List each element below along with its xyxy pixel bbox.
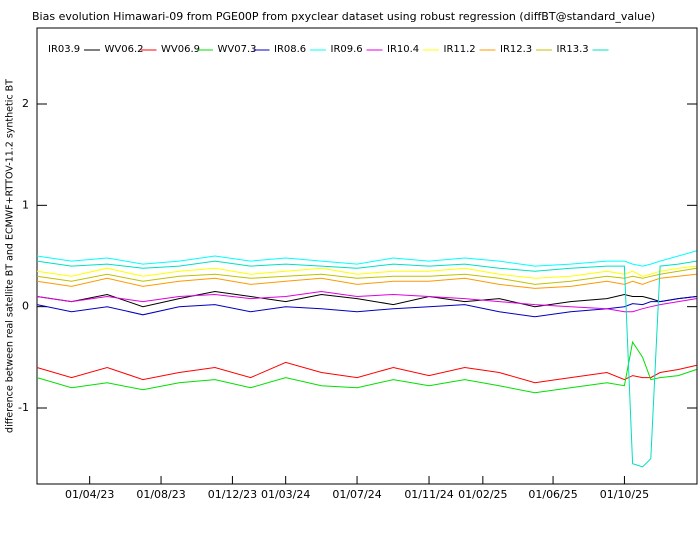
y-tick-label: 2 <box>22 97 29 110</box>
series-line <box>36 265 697 279</box>
legend-label: IR12.3 <box>500 44 532 55</box>
y-tick-label: 0 <box>22 300 29 313</box>
series-line <box>36 290 697 313</box>
series-line <box>36 296 697 318</box>
x-tick-label: 01/11/24 <box>404 488 453 501</box>
x-tick-label: 01/08/23 <box>136 488 185 501</box>
x-tick-label: 01/10/25 <box>600 488 649 501</box>
y-tick-label: 1 <box>22 198 29 211</box>
legend-label: WV07.3 <box>218 44 257 55</box>
series-line <box>36 260 697 468</box>
series-line <box>36 290 697 308</box>
series-line <box>36 273 697 289</box>
legend-label: IR10.4 <box>387 44 419 55</box>
series-line <box>36 250 697 267</box>
x-tick-label: 01/03/24 <box>261 488 310 501</box>
plot-frame <box>36 27 698 485</box>
legend-label: IR13.3 <box>557 44 589 55</box>
x-tick-label: 01/04/23 <box>65 488 114 501</box>
series-line <box>36 267 697 285</box>
x-tick-label: 01/12/23 <box>208 488 257 501</box>
x-tick-label: 01/06/25 <box>528 488 577 501</box>
legend-label: WV06.9 <box>161 44 200 55</box>
legend-label: IR09.6 <box>331 44 363 55</box>
legend-label: IR08.6 <box>274 44 306 55</box>
series-line <box>36 340 697 394</box>
y-tick-label: -1 <box>18 401 29 414</box>
x-tick-label: 01/02/25 <box>458 488 507 501</box>
legend-label: IR03.9 <box>48 44 80 55</box>
legend-label: IR11.2 <box>444 44 476 55</box>
legend-label: WV06.2 <box>105 44 144 55</box>
y-axis-label: difference between real satellite BT and… <box>5 79 16 433</box>
x-tick-label: 01/07/24 <box>332 488 381 501</box>
series-line <box>36 361 697 384</box>
chart-title: Bias evolution Himawari-09 from PGE00P f… <box>32 10 655 23</box>
